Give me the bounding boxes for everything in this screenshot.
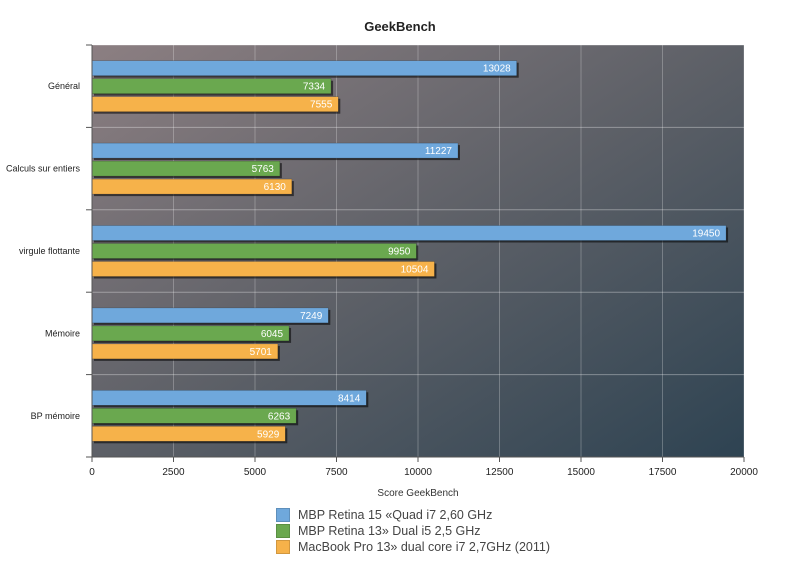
legend: MBP Retina 15 «Quad i7 2,60 GHz MBP Retin… [276,507,550,555]
bar [91,408,297,424]
bar-value-label: 6263 [268,411,291,422]
bar-value-label: 8414 [338,393,361,404]
x-tick-label: 0 [89,467,95,478]
bar [91,178,293,195]
legend-item: MBP Retina 13» Dual i5 2,5 GHz [276,523,550,539]
bar [91,225,727,241]
x-tick-label: 10000 [404,467,432,478]
category-label: virgule flottante [19,246,80,256]
bar-value-label: 9950 [388,247,411,258]
bar-value-label: 7249 [300,311,323,322]
bar-value-label: 5763 [252,164,275,175]
legend-item: MBP Retina 15 «Quad i7 2,60 GHz [276,507,550,523]
bar-value-label: 19450 [692,229,720,240]
bar-value-label: 13028 [483,64,511,75]
bar-value-label: 10504 [401,265,429,276]
legend-swatch [276,524,290,538]
legend-label: MacBook Pro 13» dual core i7 2,7GHz (201… [298,540,550,554]
bars: 13028 7334 7555 11227 5763 6130 19450 9950 10504… [91,60,729,444]
bar-value-label: 5701 [250,347,273,358]
x-tick-label: 15000 [567,467,595,478]
x-axis-label: Score GeekBench [377,488,458,499]
chart-title: GeekBench [364,19,436,34]
bar [91,325,290,342]
bar-value-label: 7555 [310,100,333,111]
bar-value-label: 5929 [257,429,280,440]
x-tick-label: 17500 [649,467,677,478]
category-label: Général [48,81,80,91]
bar [91,390,367,406]
bar-value-label: 11227 [425,146,453,157]
x-tick-label: 20000 [730,467,758,478]
legend-swatch [276,540,290,554]
category-label: BP mémoire [31,411,80,421]
bar [91,243,417,259]
bar [91,261,435,277]
bar [91,96,339,112]
bar [91,142,459,159]
category-label: Calculs sur entiers [6,164,81,174]
legend-item: MacBook Pro 13» dual core i7 2,7GHz (201… [276,539,550,555]
x-tick-label: 12500 [486,467,514,478]
bar-value-label: 6045 [261,329,284,340]
x-tick-label: 5000 [244,467,267,478]
legend-label: MBP Retina 15 «Quad i7 2,60 GHz [298,508,493,522]
axes: 0 2500 5000 7500 10000 12500 15000 17500 20000 Gé… [6,44,758,478]
x-tick-label: 2500 [162,467,185,478]
bar [91,60,517,76]
bar-value-label: 6130 [264,182,287,193]
x-tick-label: 7500 [325,467,348,478]
legend-label: MBP Retina 13» Dual i5 2,5 GHz [298,524,481,538]
bar [91,78,332,94]
legend-swatch [276,508,290,522]
bar [91,307,329,324]
bar-value-label: 7334 [303,82,326,93]
category-label: Mémoire [45,328,80,338]
